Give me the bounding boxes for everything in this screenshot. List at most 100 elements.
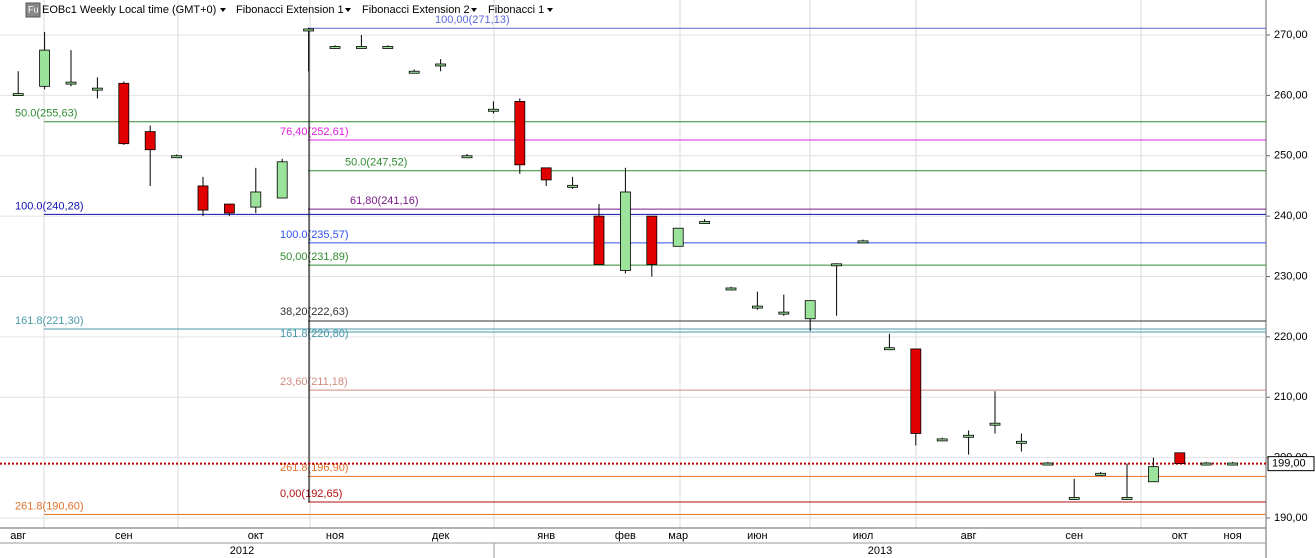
candle-body bbox=[804, 300, 816, 320]
last-price-box bbox=[1267, 456, 1315, 472]
candle-body bbox=[12, 93, 24, 96]
fib-label: 261.8(196,90) bbox=[280, 462, 349, 474]
candle-body bbox=[303, 28, 315, 32]
y-tick-label: 230,00 bbox=[1274, 270, 1308, 282]
fib-label: 61,80(241,16) bbox=[350, 195, 419, 207]
x-tick-label: дек bbox=[432, 530, 450, 542]
fib-label: 76,40(252,61) bbox=[280, 126, 349, 138]
y-tick-label: 260,00 bbox=[1274, 89, 1308, 101]
candle-body bbox=[355, 46, 367, 49]
icon-box bbox=[25, 2, 41, 18]
fib-label: 50.0(255,63) bbox=[15, 108, 77, 120]
x-tick-label: окт bbox=[248, 530, 264, 542]
dropdown-arrow[interactable] bbox=[345, 8, 351, 12]
candle-body bbox=[884, 347, 895, 351]
candle-body bbox=[197, 185, 209, 211]
year-label: 2013 bbox=[868, 545, 892, 557]
candle-body bbox=[435, 63, 447, 67]
candle-body bbox=[1148, 466, 1159, 483]
fib-label: 23,60(211,18) bbox=[280, 376, 348, 388]
fib-label: 50,00(231,89) bbox=[280, 251, 349, 263]
y-tick-label: 210,00 bbox=[1274, 391, 1308, 403]
year-label: 2012 bbox=[230, 545, 254, 557]
fib-label: 100,00(271,13) bbox=[435, 14, 510, 26]
tool-menu[interactable]: Fibonacci Extension 1 bbox=[236, 4, 344, 16]
candle-body bbox=[1042, 462, 1054, 466]
candle-body bbox=[1121, 497, 1133, 500]
candle-body bbox=[567, 184, 578, 188]
candle-body bbox=[487, 108, 499, 112]
dropdown-arrow[interactable] bbox=[547, 8, 553, 12]
candle-body bbox=[250, 191, 262, 208]
candle-body bbox=[989, 422, 1001, 426]
candle-body bbox=[382, 46, 394, 49]
candle-body bbox=[646, 215, 658, 265]
candle-body bbox=[857, 240, 869, 244]
x-tick-label: сен bbox=[1065, 530, 1083, 542]
candle-body bbox=[1068, 497, 1080, 500]
candle-body bbox=[1200, 462, 1212, 466]
x-tick-label: авг bbox=[10, 530, 26, 542]
candle-body bbox=[329, 46, 341, 49]
x-tick-label: авг bbox=[961, 530, 977, 542]
x-tick-label: ноя bbox=[1224, 530, 1242, 542]
x-tick-label: мар bbox=[668, 530, 688, 542]
candle-body bbox=[92, 87, 103, 91]
y-tick-label: 250,00 bbox=[1274, 150, 1308, 162]
icon: Fu bbox=[28, 4, 39, 14]
fib-label: 161.8(221,30) bbox=[15, 315, 84, 327]
candle-body bbox=[699, 221, 710, 224]
x-tick-label: июн bbox=[747, 530, 767, 542]
candle-body bbox=[936, 438, 948, 442]
candle-body bbox=[408, 70, 420, 74]
fib-label: 0,00(192,65) bbox=[280, 488, 342, 500]
x-tick-label: янв bbox=[537, 530, 555, 542]
dropdown-arrow[interactable] bbox=[220, 8, 226, 12]
candle-body bbox=[1095, 472, 1106, 476]
fib-label: 100.0(235,57) bbox=[280, 229, 349, 241]
candle-body bbox=[1227, 462, 1238, 466]
candle-body bbox=[672, 227, 684, 247]
y-tick-label: 270,00 bbox=[1274, 29, 1308, 41]
v-grid bbox=[43, 0, 1142, 528]
candle-body bbox=[461, 155, 473, 159]
fib-label: 161.8(220,80) bbox=[280, 328, 349, 340]
dropdown-arrow[interactable] bbox=[471, 8, 477, 12]
candle-body bbox=[593, 215, 605, 265]
candle-body bbox=[620, 191, 631, 271]
candle-body bbox=[778, 311, 790, 315]
y-tick-label: 190,00 bbox=[1274, 512, 1308, 524]
candle-body bbox=[910, 348, 922, 434]
y-tick-label: 220,00 bbox=[1274, 331, 1308, 343]
x-tick-label: окт bbox=[1172, 530, 1188, 542]
symbol-menu[interactable]: EOBc1 Weekly Local time (GMT+0) bbox=[42, 4, 216, 16]
candle-body bbox=[514, 101, 526, 166]
x-tick-label: фев bbox=[615, 530, 636, 542]
x-tick-label: июл bbox=[853, 530, 874, 542]
candle-body bbox=[1174, 452, 1186, 465]
candle-body bbox=[65, 81, 77, 85]
fib-label: 100.0(240,28) bbox=[15, 200, 84, 212]
candle-body bbox=[540, 167, 552, 181]
x-tick-label: сен bbox=[115, 530, 133, 542]
candle-body bbox=[223, 203, 235, 214]
header: Fu EOBc1 Weekly Local time (GMT+0) Fibon… bbox=[25, 2, 553, 18]
fib-label: 38,20(222,63) bbox=[280, 306, 349, 318]
candle-body bbox=[171, 155, 183, 159]
y-tick-label: 240,00 bbox=[1274, 210, 1308, 222]
candle-body bbox=[1016, 440, 1027, 444]
tool-menu[interactable]: Fibonacci Extension 2 bbox=[362, 4, 470, 16]
fib-label: 50.0(247,52) bbox=[345, 157, 407, 169]
candle-body bbox=[39, 49, 50, 87]
fib-label: 261.8(190,60) bbox=[15, 500, 84, 512]
last-price-label: 199,00 bbox=[1272, 458, 1306, 470]
candle-body bbox=[118, 82, 130, 145]
candle-body bbox=[144, 131, 156, 151]
candle-body bbox=[831, 263, 842, 267]
candle-body bbox=[752, 305, 763, 309]
x-tick-label: ноя bbox=[326, 530, 344, 542]
tool-menu[interactable]: Fibonacci 1 bbox=[488, 4, 544, 16]
candle-body bbox=[725, 287, 737, 291]
